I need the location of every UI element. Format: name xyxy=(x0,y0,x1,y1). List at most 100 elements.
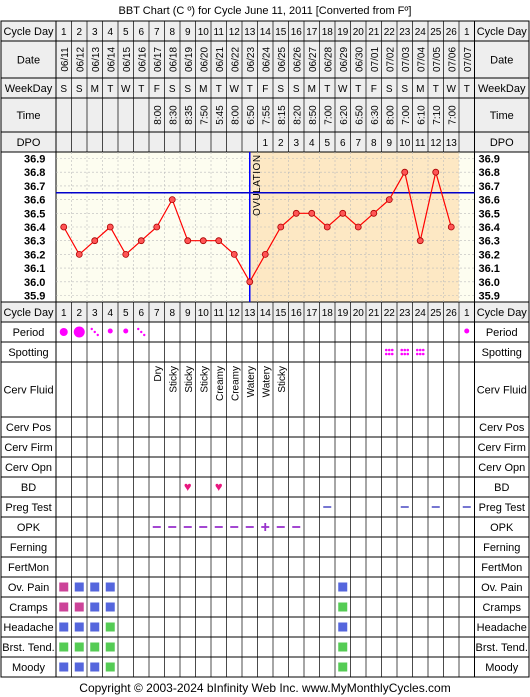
temperature-point xyxy=(75,250,83,258)
cycle-day-cell: 19 xyxy=(337,308,349,319)
y-tick-left: 35.9 xyxy=(24,291,45,303)
weekday-cell: F xyxy=(154,84,160,95)
y-tick-right: 36.1 xyxy=(479,263,500,275)
dpo-cell: 4 xyxy=(309,138,315,149)
temperature-point xyxy=(246,278,254,286)
row-label-left-opk: OPK xyxy=(17,522,41,534)
temperature-point xyxy=(385,196,393,204)
row-label-left-weekday: WeekDay xyxy=(5,83,53,95)
date-cell: 06/20 xyxy=(199,47,210,72)
temperature-point xyxy=(215,237,223,245)
cycle-day-cell: 1 xyxy=(61,27,67,38)
symptom-brst_tend-green xyxy=(338,642,348,652)
y-tick-left: 36.6 xyxy=(24,195,45,207)
row-label-left-cerv_fluid: Cerv Fluid xyxy=(3,385,53,397)
period-heavy-dot xyxy=(59,328,68,336)
symptom-headache-blue xyxy=(74,622,84,632)
symptom-cramps-blue xyxy=(105,602,115,612)
row-label-left-bd: BD xyxy=(21,482,36,494)
dpo-cell: 3 xyxy=(293,138,299,149)
cycle-day-cell: 22 xyxy=(384,308,396,319)
cerv-fluid-cell: Dry xyxy=(153,366,164,382)
period-medium-dot xyxy=(464,328,470,334)
row-label-left-cerv_pos: Cerv Pos xyxy=(6,422,52,434)
period-medium-dot xyxy=(123,328,129,334)
time-cell: 8:35 xyxy=(184,105,195,125)
row-label-left-dpo: DPO xyxy=(17,137,41,149)
time-cell: 8:50 xyxy=(308,105,319,125)
dpo-cell: 6 xyxy=(340,138,346,149)
cycle-day-cell: 16 xyxy=(291,308,303,319)
spotting-dot xyxy=(421,348,425,352)
weekday-cell: T xyxy=(324,84,330,95)
cycle-day-cell: 23 xyxy=(399,27,411,38)
row-label-right-cycle_day: Cycle Day xyxy=(477,26,528,38)
date-cell: 06/21 xyxy=(215,47,226,72)
y-tick-right: 36.2 xyxy=(479,249,500,261)
weekday-cell: S xyxy=(184,84,191,95)
row-label-right-cerv_firm: Cerv Firm xyxy=(478,442,526,454)
spotting-dot xyxy=(403,348,407,352)
period-light-dot xyxy=(137,327,140,331)
spotting-dot xyxy=(390,348,394,352)
row-label-right-cycle_day: Cycle Day xyxy=(477,307,528,319)
row-label-right-weekday: WeekDay xyxy=(478,83,526,95)
dpo-cell: 11 xyxy=(415,138,426,149)
cycle-day-cell: 13 xyxy=(244,308,256,319)
temperature-point xyxy=(401,168,409,176)
row-label-left-moody: Moody xyxy=(12,662,46,674)
cerv-fluid-cell: Sticky xyxy=(168,366,179,393)
dpo-cell: 2 xyxy=(278,138,284,149)
date-cell: 06/24 xyxy=(261,47,272,72)
spotting-dot xyxy=(384,348,388,352)
period-light-dot xyxy=(96,333,99,337)
dpo-cell: 5 xyxy=(324,138,330,149)
cycle-day-cell: 20 xyxy=(353,27,365,38)
row-label-left-cycle_day: Cycle Day xyxy=(3,26,54,38)
temperature-point xyxy=(370,209,378,217)
temperature-line xyxy=(63,170,452,284)
date-cell: 06/19 xyxy=(184,47,195,72)
row-label-right-date: Date xyxy=(490,55,513,67)
row-label-left-ferning: Ferning xyxy=(10,542,47,554)
dpo-cell: 8 xyxy=(371,138,377,149)
weekday-cell: W xyxy=(338,84,348,95)
y-tick-right: 36.3 xyxy=(479,236,500,248)
cycle-day-cell: 14 xyxy=(260,27,272,38)
temperature-point xyxy=(199,237,207,245)
temperature-point xyxy=(323,223,331,231)
cycle-day-cell: 12 xyxy=(229,308,241,319)
weekday-cell: M xyxy=(199,84,207,95)
time-cell: 6:30 xyxy=(370,105,381,125)
row-label-right-time: Time xyxy=(490,110,514,122)
row-label-right-headache: Headache xyxy=(477,622,527,634)
cycle-day-cell: 9 xyxy=(185,27,191,38)
date-cell: 06/12 xyxy=(75,47,86,72)
time-cell: 7:00 xyxy=(447,105,458,125)
time-cell: 6:50 xyxy=(354,105,365,125)
symptom-moody-blue xyxy=(74,662,84,672)
cycle-day-cell: 3 xyxy=(92,308,98,319)
date-cell: 06/11 xyxy=(60,47,71,72)
cycle-day-cell: 21 xyxy=(368,308,380,319)
weekday-cell: T xyxy=(433,84,439,95)
cycle-day-cell: 10 xyxy=(198,27,210,38)
spotting-dot xyxy=(403,352,407,356)
row-label-right-brst_tend: Brst. Tend. xyxy=(476,642,528,654)
cycle-day-cell: 5 xyxy=(123,308,129,319)
weekday-cell: S xyxy=(169,84,176,95)
row-label-right-preg_test: Preg Test xyxy=(479,502,525,514)
symptom-headache-blue xyxy=(90,622,100,632)
symptom-moody-green xyxy=(105,662,115,672)
row-label-left-fertmon: FertMon xyxy=(8,562,49,574)
date-cell: 06/16 xyxy=(137,47,148,72)
ovulation-label: OVULATION xyxy=(252,154,263,216)
row-label-left-preg_test: Preg Test xyxy=(5,502,51,514)
y-tick-right: 36.7 xyxy=(479,181,500,193)
spotting-dot xyxy=(390,352,394,356)
cycle-day-cell: 7 xyxy=(154,27,160,38)
row-label-right-fertmon: FertMon xyxy=(481,562,522,574)
spotting-dot xyxy=(387,352,391,356)
period-light-dot xyxy=(143,333,146,337)
chart-title: BBT Chart (C º) for Cycle June 11, 2011 … xyxy=(119,5,412,17)
